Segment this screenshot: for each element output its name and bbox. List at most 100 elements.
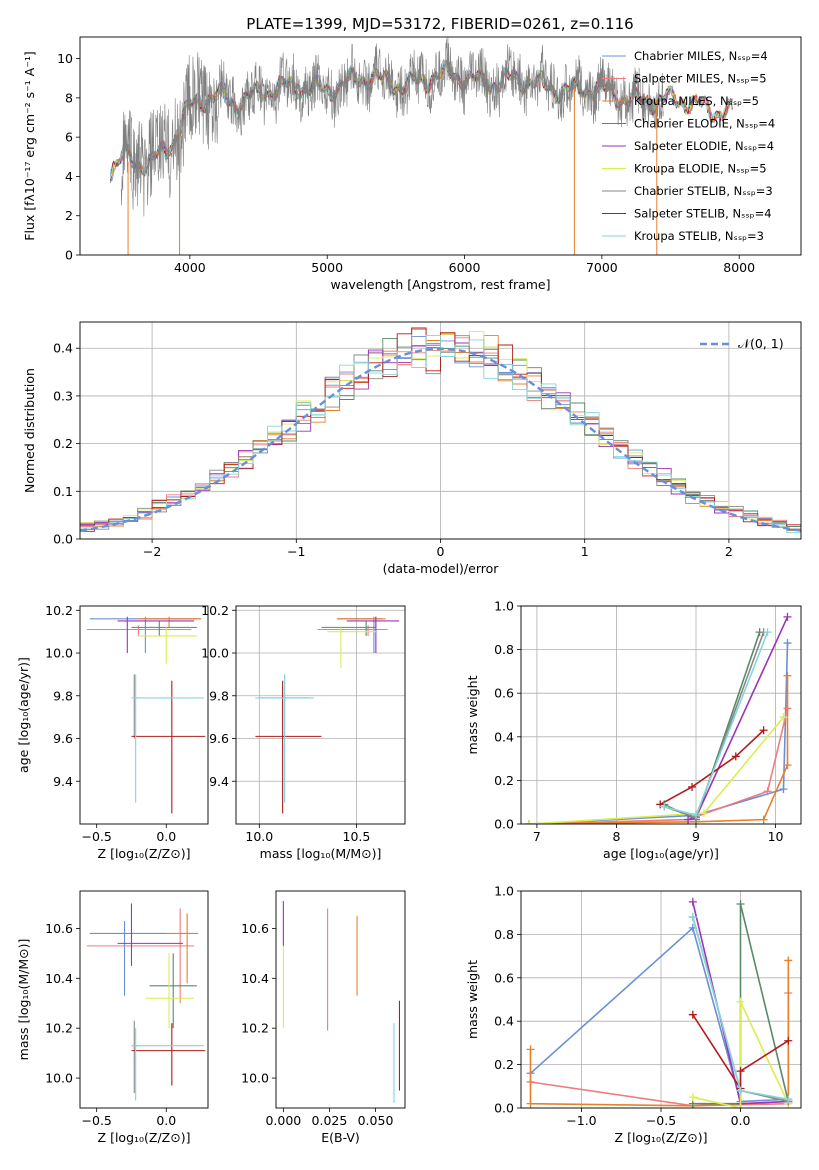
errorbar-salpeter-stelib (131, 1023, 206, 1086)
weight-marker (783, 671, 792, 680)
errorbar-chabrier-miles (337, 616, 382, 654)
weight-marker (660, 802, 669, 811)
y-tick-label: 0 (65, 248, 73, 263)
weight-series-salpeter-miles (524, 704, 792, 824)
x-axis-label: Z [log₁₀(Z/Z⊙)] (98, 846, 191, 861)
x-tick-label: 10 (768, 829, 784, 844)
plot-area (524, 612, 792, 824)
weight-vs-age-panel: 7 8 9 10 0.0 0.2 0.4 0.6 0.8 1.0 age [log₁₀(age/yr… (465, 599, 802, 861)
grid (236, 606, 405, 824)
weight-series-salpeter-miles (526, 988, 793, 1108)
errorbar-salpeter-elodie (117, 903, 183, 966)
errorbar-kroupa-elodie (138, 627, 197, 664)
weight-marker (759, 815, 768, 824)
x-tick-label: −1.0 (566, 1113, 596, 1128)
x-axis-label: E(B-V) (321, 1130, 360, 1145)
x-tick-label: 7000 (586, 260, 618, 275)
y-axis-label: mass weight (465, 960, 480, 1039)
errorbar-kroupa-elodie (145, 953, 195, 1029)
y-tick-label: 1.0 (494, 599, 514, 614)
legend-entry: Kroupa MILES, Nₛₛₚ=5 (634, 94, 759, 108)
weight-series-kroupa-stelib (660, 628, 772, 820)
x-tick-label: 4000 (174, 260, 206, 275)
plot-area (282, 900, 401, 1104)
weight-marker (783, 612, 792, 621)
y-tick-label: 9.6 (53, 731, 73, 746)
x-tick-label: 0.025 (312, 1113, 348, 1128)
spectrum-legend: Chabrier MILES, Nₛₛₚ=4 Salpeter MILES, Nₛ… (602, 49, 775, 243)
figure-title: PLATE=1399, MJD=53172, FIBERID=0261, z=0… (246, 15, 633, 33)
x-tick-label: 0.0 (156, 829, 176, 844)
axes-frame (79, 36, 802, 256)
y-tick-label: 1.0 (494, 884, 514, 899)
y-tick-label: 0.6 (494, 686, 514, 701)
x-tick-label: 1 (581, 544, 589, 559)
histogram-kroupa-stelib (80, 334, 801, 539)
y-tick-label: 0.4 (494, 1014, 514, 1029)
x-axis-label: wavelength [Angstrom, rest frame] (330, 277, 550, 292)
errorbar-kroupa-stelib (131, 1028, 204, 1101)
plot-area (86, 903, 206, 1101)
errorbar-chabrier-elodie (321, 620, 376, 636)
y-tick-label: 0.0 (494, 1101, 514, 1116)
x-axis-label: (data-model)/error (383, 561, 500, 576)
x-tick-label: −0.5 (82, 829, 112, 844)
y-tick-label: 10.4 (45, 971, 73, 986)
y-tick-label: 6 (65, 130, 73, 145)
errorbar-chabrier-elodie (131, 620, 197, 636)
observed-spectrum (120, 37, 664, 217)
y-tick-label: 0.8 (494, 642, 514, 657)
weight-marker (736, 1067, 745, 1076)
x-tick-label: 7 (533, 829, 541, 844)
x-tick-label: 0.050 (358, 1113, 394, 1128)
y-tick-label: 2 (65, 208, 73, 223)
errorbar-kroupa-elodie (327, 627, 376, 668)
weight-line (692, 1014, 789, 1092)
legend-entry: Chabrier STELIB, Nₛₛₚ=3 (634, 184, 773, 198)
y-tick-label: 10.0 (201, 646, 229, 661)
weight-marker (736, 1104, 745, 1108)
x-tick-label: 5000 (311, 260, 343, 275)
y-tick-label: 10.0 (241, 1071, 269, 1086)
weight-marker (783, 761, 792, 770)
y-tick-label: 0.0 (53, 532, 73, 547)
mass-vs-metallicity-panel: −0.5 0.0 10.0 10.2 10.4 10.6 Z [log₁₀(Z/Z⊙)] ma… (16, 890, 209, 1145)
legend-entry: Chabrier ELODIE, Nₛₛₚ=4 (634, 117, 775, 131)
weight-line (692, 1001, 790, 1108)
plot-area (80, 327, 801, 539)
x-tick-label: 2 (725, 544, 733, 559)
errorbar-salpeter-elodie (346, 616, 400, 654)
y-tick-label: 0.6 (494, 970, 514, 985)
errorbar-chabrier-miles (89, 616, 202, 654)
axes-frame (520, 890, 802, 1109)
plot-area (526, 897, 793, 1108)
age-vs-metallicity-panel: −0.5 0.0 9.4 9.6 9.8 10.0 10.2 Z [log₁₀(Z/Z⊙)] a… (16, 603, 209, 861)
weight-line (663, 631, 761, 821)
axes-frame (235, 605, 406, 825)
weight-marker (783, 639, 792, 648)
weight-line (528, 643, 789, 824)
x-axis-label: Z [log₁₀(Z/Z⊙)] (615, 1130, 708, 1145)
weight-marker (731, 752, 740, 761)
x-tick-label: −2 (143, 544, 161, 559)
plot-area (109, 37, 733, 255)
errorbar-kroupa-miles (166, 913, 199, 984)
weight-marker (784, 956, 793, 965)
y-tick-label: 0.1 (53, 484, 73, 499)
axes-frame (79, 890, 209, 1109)
weight-marker (784, 1036, 793, 1045)
x-tick-label: 0 (437, 544, 445, 559)
y-tick-label: 0.2 (494, 1057, 514, 1072)
y-tick-label: 0.8 (494, 927, 514, 942)
y-tick-label: 10.2 (241, 1021, 269, 1036)
legend-entry: Salpeter ELODIE, Nₛₛₚ=4 (634, 139, 774, 153)
x-tick-label: −0.5 (646, 1113, 676, 1128)
y-tick-label: 10.2 (45, 1021, 73, 1036)
weight-marker (779, 785, 788, 794)
weight-vs-metallicity-panel: −1.0 −0.5 0.0 0.0 0.2 0.4 0.6 0.8 1.0 Z [log₁₀(Z/… (465, 884, 802, 1145)
y-tick-label: 10.0 (45, 1071, 73, 1086)
x-tick-label: 8000 (723, 260, 755, 275)
x-tick-label: 10.0 (245, 829, 273, 844)
weight-marker (688, 1010, 697, 1019)
